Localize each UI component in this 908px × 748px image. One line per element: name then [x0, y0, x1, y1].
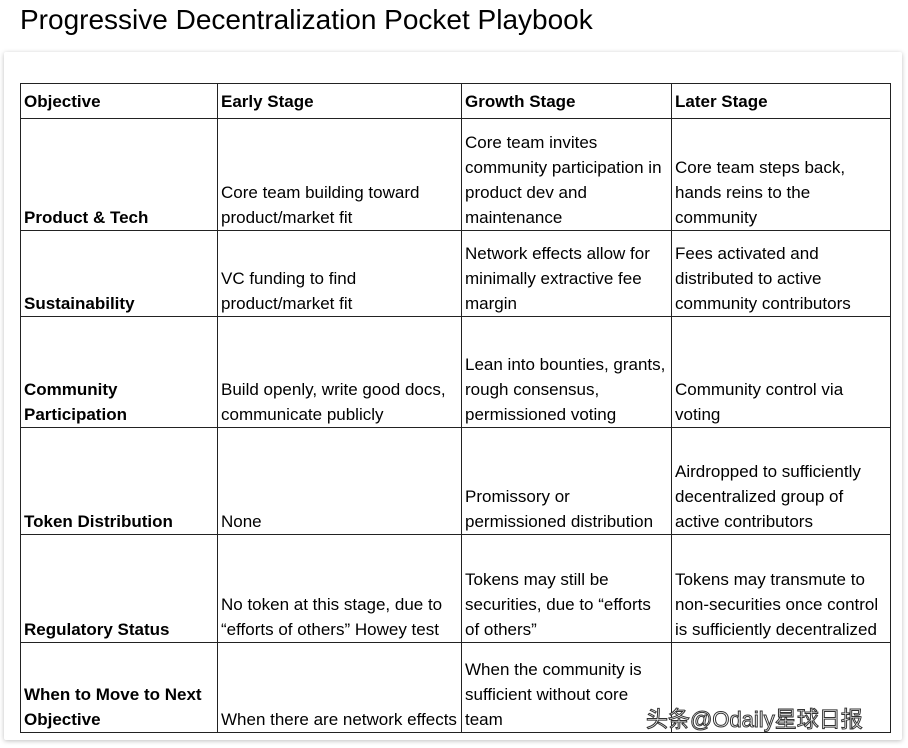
playbook-table: Objective Early Stage Growth Stage Later… [20, 83, 891, 733]
growth-cell: Network effects allow for minimally extr… [461, 230, 672, 317]
header-later-stage: Later Stage [671, 83, 891, 119]
growth-cell: Tokens may still be securities, due to “… [461, 534, 672, 643]
table-row: Community Participation Build openly, wr… [20, 316, 891, 428]
watermark: 头条@Odaily星球日报 [646, 707, 864, 733]
early-cell: None [217, 427, 462, 535]
header-early-stage: Early Stage [217, 83, 462, 119]
growth-cell: Core team invites community participatio… [461, 118, 672, 231]
early-cell: No token at this stage, due to “efforts … [217, 534, 462, 643]
table-row: When to Move to Next Objective When ther… [20, 642, 891, 733]
table-row: Regulatory Status No token at this stage… [20, 534, 891, 643]
table-row: Sustainability VC funding to find produc… [20, 230, 891, 317]
early-cell: VC funding to find product/market fit [217, 230, 462, 317]
objective-cell: Token Distribution [20, 427, 218, 535]
later-cell [671, 642, 891, 733]
early-cell: When there are network effects [217, 642, 462, 733]
table-row: Product & Tech Core team building toward… [20, 118, 891, 231]
header-growth-stage: Growth Stage [461, 83, 672, 119]
later-cell: Fees activated and distributed to active… [671, 230, 891, 317]
growth-cell: Lean into bounties, grants, rough consen… [461, 316, 672, 428]
objective-cell: Regulatory Status [20, 534, 218, 643]
header-row: Objective Early Stage Growth Stage Later… [20, 83, 891, 119]
objective-cell: Community Participation [20, 316, 218, 428]
objective-cell: Sustainability [20, 230, 218, 317]
growth-cell: Promissory or permissioned distribution [461, 427, 672, 535]
objective-cell: Product & Tech [20, 118, 218, 231]
later-cell: Airdropped to sufficiently decentralized… [671, 427, 891, 535]
later-cell: Core team steps back, hands reins to the… [671, 118, 891, 231]
early-cell: Build openly, write good docs, communica… [217, 316, 462, 428]
growth-cell: When the community is sufficient without… [461, 642, 672, 733]
objective-cell: When to Move to Next Objective [20, 642, 218, 733]
table-row: Token Distribution None Promissory or pe… [20, 427, 891, 535]
later-cell: Tokens may transmute to non-securities o… [671, 534, 891, 643]
header-objective: Objective [20, 83, 218, 119]
later-cell: Community control via voting [671, 316, 891, 428]
page-title: Progressive Decentralization Pocket Play… [20, 4, 593, 35]
early-cell: Core team building toward product/market… [217, 118, 462, 231]
